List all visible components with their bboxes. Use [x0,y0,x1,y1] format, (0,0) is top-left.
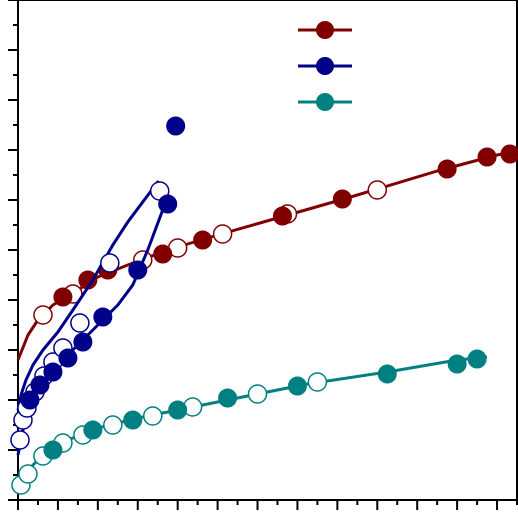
series-2-filled-point [20,390,40,410]
series-2-filled-point [93,307,113,327]
series-layer [10,116,518,495]
x-axis-ticks [17,500,518,510]
legend-marker-3 [316,93,334,111]
series-3-open-point [103,415,123,435]
legend-marker-2 [316,57,334,75]
series-2-filled-point [128,260,148,280]
series-1-filled-point [153,244,173,264]
series-2-filled-point [30,375,50,395]
series-2-open-point [70,313,90,333]
series-3-filled-point [218,388,238,408]
series-3-filled-point [123,410,143,430]
series-2-filled-point [158,194,178,214]
series-3-filled-point [83,420,103,440]
series-2 [10,116,186,456]
series-1-filled-point [500,144,518,164]
series-2-filled-point [43,362,63,382]
series-1 [16,144,518,361]
series-1-filled-point [193,230,213,250]
series-3 [11,349,488,495]
series-2-open-point [100,253,120,273]
series-3-open-point [18,464,38,484]
series-2-filled-point [58,348,78,368]
series-3-filled-point [168,400,188,420]
series-1-filled-point [53,287,73,307]
series-1-filled-point [272,206,292,226]
series-1-filled-point [477,147,497,167]
series-2-filled-point [166,116,186,136]
y-axis-ticks [8,0,18,501]
series-3-filled-point [287,376,307,396]
series-3-filled-point [377,364,397,384]
legend-marker-1 [316,21,334,39]
series-1-filled-point [332,189,352,209]
series-1-open-point [212,224,233,244]
series-3-filled-point [467,349,487,369]
series-3-open-point [142,406,163,426]
series-1-open-point [367,180,388,200]
legend [298,21,352,111]
series-3-open-point [307,372,328,392]
series-1-open-point [33,305,53,325]
series-2-open-point [10,430,30,450]
series-3-filled-point [447,354,467,374]
series-3-filled-point [43,440,63,460]
series-1-filled-point [437,159,457,179]
series-3-open-point [247,384,268,404]
series-2-filled-point [73,332,93,352]
